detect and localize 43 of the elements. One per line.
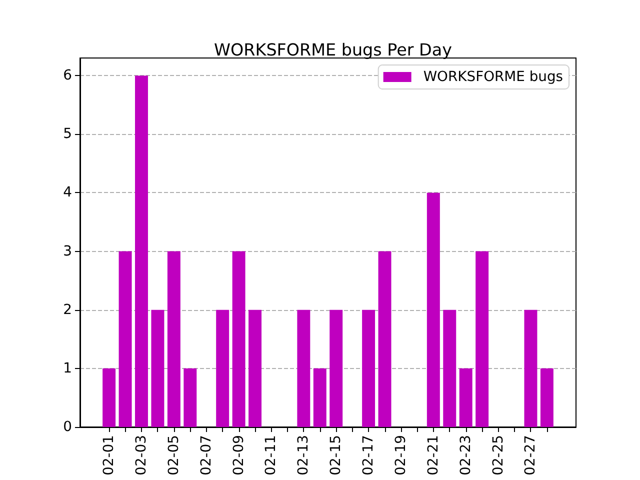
- x-tick-label: 02-03: [133, 435, 150, 476]
- y-tick-label: 3: [63, 243, 72, 260]
- bar: [135, 76, 148, 427]
- bar: [443, 310, 456, 427]
- x-tick-label: 02-27: [522, 435, 539, 476]
- y-tick-label: 5: [63, 126, 72, 142]
- bar: [297, 310, 310, 427]
- x-tick-label: 02-07: [198, 435, 214, 476]
- bar: [102, 368, 116, 427]
- x-tick-label: 02-09: [230, 435, 247, 476]
- x-tick-label: 02-17: [360, 435, 377, 476]
- y-tick-label: 2: [63, 302, 72, 318]
- bar: [524, 310, 538, 427]
- y-tick-label: 0: [63, 419, 72, 435]
- x-tick-label: 02-25: [490, 435, 506, 476]
- bar: [426, 192, 440, 427]
- bar: [216, 310, 230, 427]
- bar: [313, 368, 326, 427]
- bar: [330, 310, 343, 427]
- bar: [459, 368, 472, 427]
- x-tick-label: 02-21: [425, 435, 442, 476]
- bar: [476, 251, 489, 427]
- y-tick-label: 1: [63, 360, 72, 376]
- x-tick-label: 02-01: [101, 435, 118, 476]
- bar: [184, 368, 197, 427]
- bar: [378, 251, 392, 427]
- x-tick-label: 02-19: [392, 435, 409, 476]
- bar: [362, 310, 376, 427]
- y-tick-label: 4: [63, 184, 72, 201]
- legend-label: WORKSFORME bugs: [423, 69, 564, 85]
- bar: [167, 251, 180, 427]
- bar: [151, 310, 164, 427]
- x-tick-label: 02-23: [458, 435, 474, 476]
- x-tick-label: 02-11: [263, 435, 280, 476]
- x-tick-label: 02-13: [296, 435, 312, 476]
- chart-title: WORKSFORME bugs Per Day: [214, 40, 452, 60]
- bar: [232, 251, 246, 427]
- bar: [118, 251, 132, 427]
- x-tick-label: 02-15: [328, 435, 344, 476]
- bar: [248, 310, 262, 427]
- y-tick-label: 6: [63, 68, 72, 84]
- x-tick-label: 02-05: [166, 435, 182, 476]
- bar: [540, 368, 554, 427]
